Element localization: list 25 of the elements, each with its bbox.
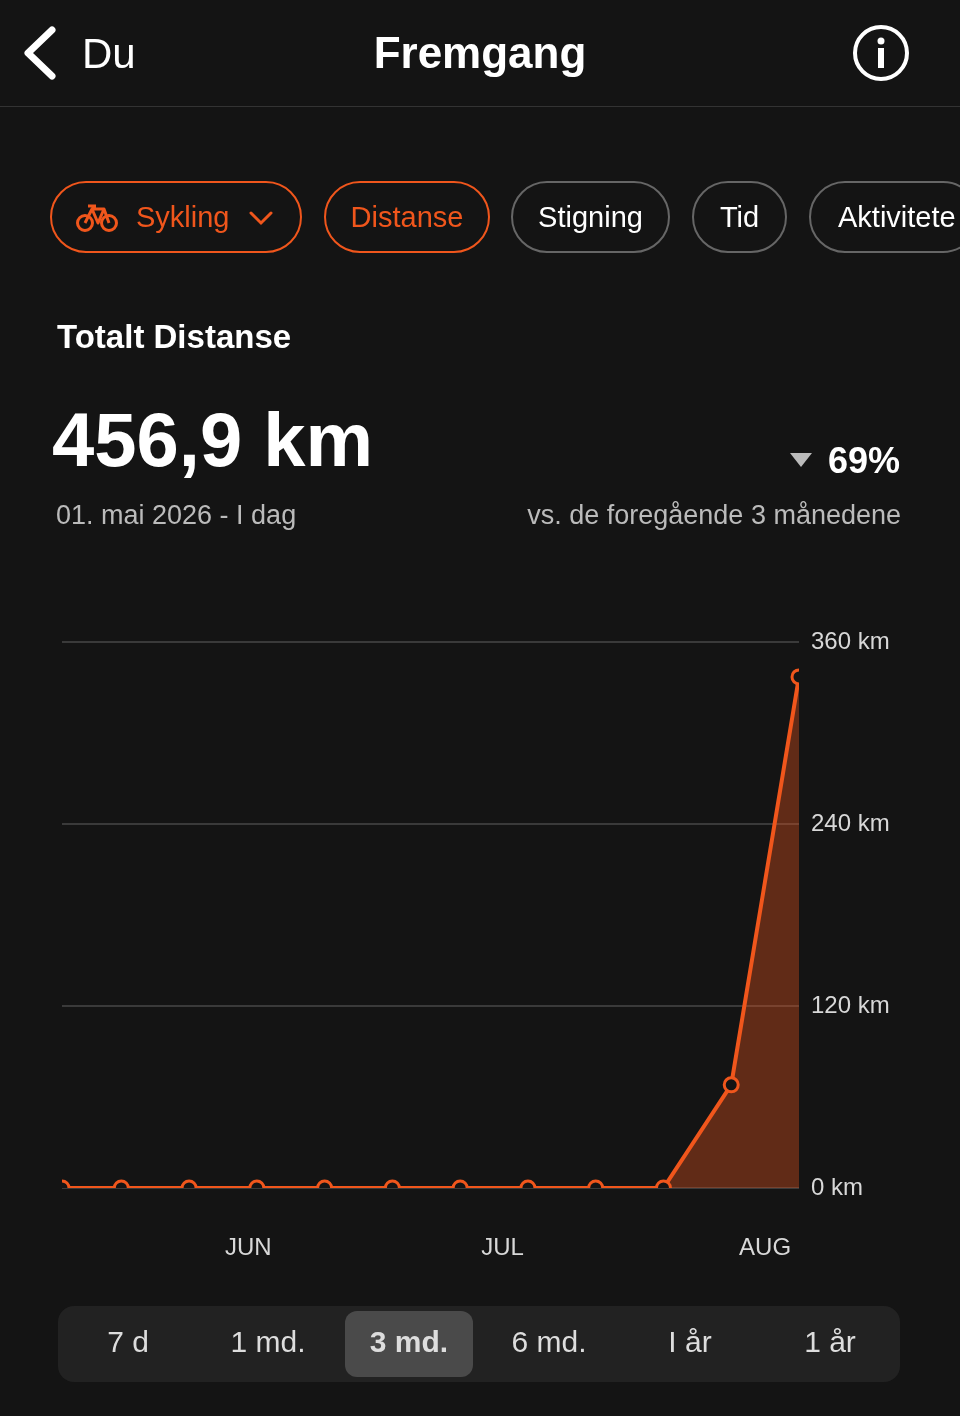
text: Tid bbox=[692, 181, 787, 253]
chart-subtitle: 456,9 km bbox=[52, 396, 374, 483]
y-tick-label: 120 km bbox=[811, 990, 890, 1018]
text: Aktivitete bbox=[809, 181, 960, 253]
text: 1 år bbox=[803, 1325, 857, 1359]
text: 3 md. bbox=[368, 1325, 450, 1359]
text: I år bbox=[667, 1325, 713, 1359]
x-tick-label: JUN bbox=[225, 1233, 272, 1261]
text: Du bbox=[82, 30, 136, 78]
y-tick-label: 240 km bbox=[811, 808, 890, 836]
y-tick-label: 360 km bbox=[811, 626, 890, 654]
chart-title: Totalt Distanse bbox=[57, 318, 292, 356]
x-tick-label: JUL bbox=[481, 1233, 524, 1261]
x-tick-label: AUG bbox=[739, 1233, 792, 1261]
y-tick-label: 0 km bbox=[811, 1172, 864, 1200]
text: 69% bbox=[827, 440, 900, 482]
text: vs. de foregående 3 månedene bbox=[527, 500, 901, 531]
text: 6 md. bbox=[510, 1325, 588, 1359]
text: Stigning bbox=[511, 181, 670, 253]
text: Sykling bbox=[50, 181, 302, 253]
text: 7 d bbox=[106, 1325, 150, 1359]
text: Fremgang bbox=[373, 28, 587, 77]
text: 1 md. bbox=[229, 1325, 307, 1359]
text: Distanse bbox=[324, 181, 490, 253]
text: 01. mai 2026 - I dag bbox=[56, 500, 297, 531]
